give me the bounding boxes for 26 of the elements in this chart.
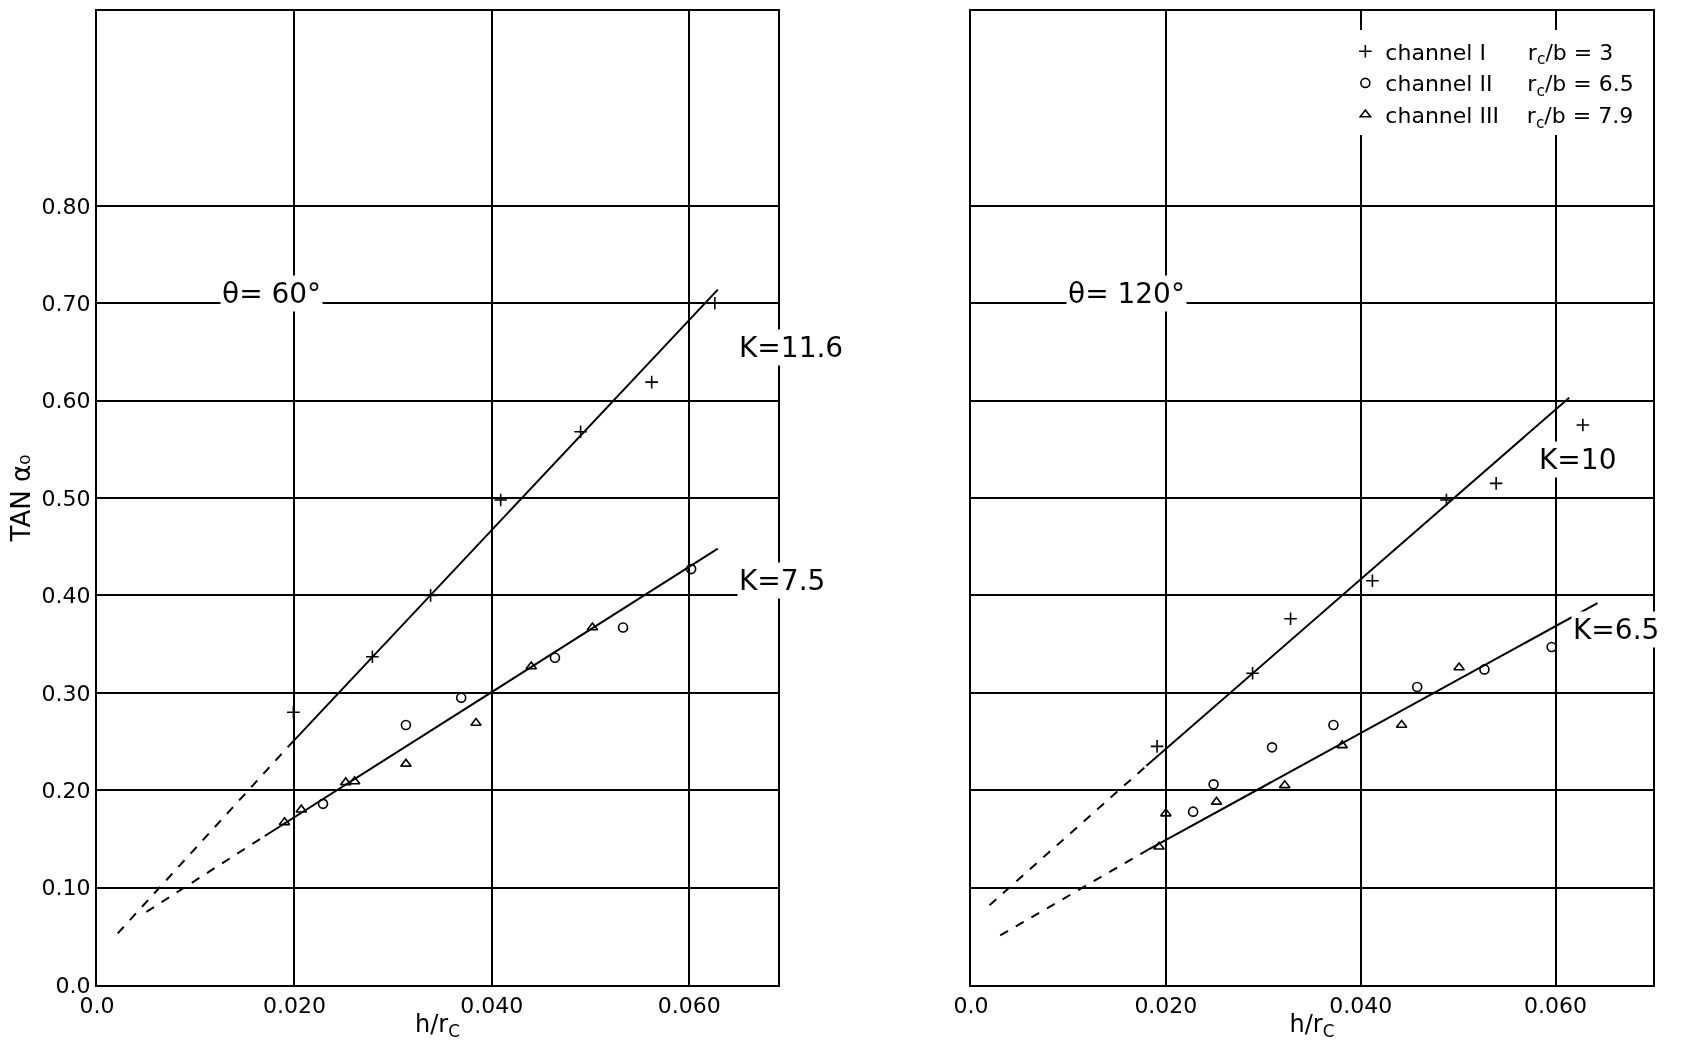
x-tick-label: 0.060 [657, 993, 721, 1019]
annotation: K=7.5 [739, 564, 826, 597]
x-axis-title: h/r$_{C}$ [415, 1009, 460, 1041]
y-tick-label: 0.10 [41, 875, 91, 901]
y-axis-title: TAN α₀ [5, 454, 36, 543]
y-tick-label: 0.80 [41, 193, 91, 219]
x-tick-label: 0.060 [1524, 993, 1588, 1019]
legend-label: channel I r$_{c}$/b = 3 [1385, 39, 1614, 69]
x-tick-label: 0.040 [460, 993, 524, 1019]
y-tick-label: 0.20 [41, 777, 91, 803]
legend-label: channel III r$_{c}$/b = 7.9 [1385, 103, 1634, 132]
y-tick-label: 0.30 [41, 680, 91, 706]
y-tick-label: 0.70 [41, 290, 91, 316]
y-tick-label: 0.40 [41, 583, 91, 609]
annotation: K=6.5 [1573, 613, 1660, 646]
x-tick-label: 0.020 [1134, 993, 1198, 1019]
annotation: θ= 60° [222, 277, 322, 310]
x-tick-label: 0.020 [262, 993, 326, 1019]
y-tick-label: 0.50 [41, 485, 91, 511]
annotation: θ= 120° [1068, 277, 1185, 310]
x-tick-label: 0.0 [953, 993, 989, 1019]
annotation: K=11.6 [739, 331, 844, 364]
legend-label: channel II r$_{c}$/b = 6.5 [1385, 71, 1634, 101]
x-tick-label: 0.040 [1329, 993, 1393, 1019]
annotation: K=10 [1539, 443, 1617, 476]
y-tick-label: 0.60 [41, 388, 91, 414]
